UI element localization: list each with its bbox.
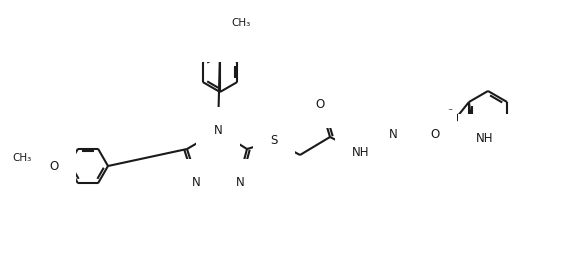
Text: N: N (214, 125, 222, 138)
Text: N: N (389, 128, 397, 140)
Text: N: N (192, 177, 200, 190)
Text: O: O (50, 159, 59, 172)
Text: CH₃: CH₃ (13, 153, 32, 163)
Text: N: N (236, 177, 244, 190)
Text: O: O (430, 128, 439, 140)
Text: NH: NH (476, 131, 494, 144)
Text: NH: NH (353, 147, 370, 159)
Text: O: O (214, 31, 223, 45)
Text: S: S (270, 134, 278, 148)
Text: CH₃: CH₃ (231, 18, 250, 28)
Text: O: O (316, 97, 325, 111)
